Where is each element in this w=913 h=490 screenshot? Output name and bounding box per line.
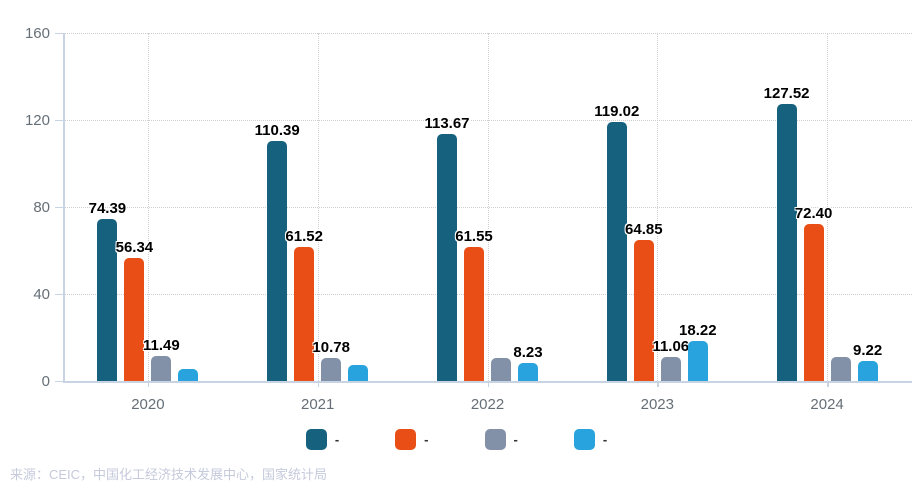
y-axis-tick	[55, 119, 63, 121]
bar[interactable]	[464, 247, 484, 381]
bar[interactable]	[151, 356, 172, 381]
legend-label: -	[513, 432, 518, 447]
bar-value-label: 127.52	[763, 84, 810, 102]
bar-value-label: 72.40	[794, 204, 833, 222]
x-axis-label: 2024	[810, 396, 844, 413]
bar[interactable]	[633, 239, 654, 381]
bar-value-label: 119.02	[594, 103, 640, 121]
legend-item[interactable]: -	[484, 429, 518, 450]
bar[interactable]	[491, 357, 511, 381]
bar-value-label: 64.85	[625, 220, 663, 238]
bar[interactable]	[321, 357, 342, 381]
bar-value-label: 11.49	[143, 337, 180, 354]
bar-value-label: 56.34	[115, 239, 154, 257]
x-axis-label: 2021	[301, 396, 335, 413]
legend-swatch	[484, 429, 506, 450]
legend-label: -	[424, 432, 429, 447]
y-axis-label: 80	[33, 199, 50, 216]
bar[interactable]	[437, 133, 457, 381]
bar-value-label: 9.22	[852, 341, 883, 359]
bar-value-label: 61.52	[285, 228, 323, 246]
bar[interactable]	[518, 363, 538, 381]
chart-legend: ----	[0, 429, 913, 450]
x-axis-tick	[487, 381, 489, 387]
y-axis-tick	[55, 380, 63, 382]
y-axis-label: 40	[33, 286, 50, 303]
bar-value-label: 74.39	[88, 200, 127, 218]
y-axis-label: 0	[41, 373, 50, 390]
x-gridline	[657, 33, 659, 381]
y-axis-tick	[55, 32, 63, 34]
x-axis-tick	[317, 381, 320, 387]
x-axis-tick	[827, 381, 829, 387]
legend-swatch	[573, 429, 595, 450]
bar[interactable]	[660, 356, 681, 381]
source-attribution: 来源：CEIC，中国化工经济技术发展中心，国家统计局	[10, 467, 328, 482]
x-axis-line	[63, 381, 912, 383]
y-axis-label: 160	[24, 25, 50, 42]
bar-value-label: 11.06	[652, 337, 690, 355]
x-axis-label: 2020	[131, 396, 165, 413]
bar[interactable]	[178, 369, 199, 381]
x-axis-tick	[147, 381, 150, 387]
legend-item[interactable]: -	[573, 429, 608, 450]
bar[interactable]	[857, 360, 878, 381]
legend-swatch	[395, 429, 417, 450]
bar-value-label: 61.55	[455, 228, 493, 246]
bar-value-label: 8.23	[513, 344, 543, 362]
bar-value-label: 10.78	[312, 338, 350, 356]
legend-swatch	[305, 429, 327, 450]
bar[interactable]	[803, 223, 824, 381]
bar[interactable]	[776, 103, 797, 381]
x-axis-tick	[657, 381, 659, 387]
legend-item[interactable]: -	[305, 429, 340, 450]
bar-value-label: 113.67	[424, 114, 470, 132]
x-gridline	[147, 33, 149, 381]
legend-label: -	[602, 432, 608, 447]
x-gridline	[827, 33, 829, 381]
bar[interactable]	[294, 247, 315, 381]
bar[interactable]	[267, 140, 288, 381]
legend-label: -	[334, 432, 340, 447]
bar[interactable]	[348, 364, 369, 381]
bar[interactable]	[687, 341, 708, 381]
x-gridline	[487, 33, 489, 381]
x-gridline	[317, 33, 319, 381]
bar[interactable]	[830, 357, 851, 381]
x-axis-label: 2022	[470, 396, 505, 413]
bar-value-label: 110.39	[254, 121, 300, 139]
y-axis-tick	[55, 293, 63, 295]
y-axis-tick	[55, 206, 63, 208]
bar[interactable]	[97, 219, 118, 381]
y-axis-line	[63, 33, 65, 381]
grouped-bar-chart: 0 40 80 120 160 2020 74.39 56.34 11.49 2021 110.39…	[24, 25, 912, 413]
x-axis-label: 2023	[640, 396, 674, 413]
y-axis-label: 120	[24, 112, 50, 129]
bar[interactable]	[606, 122, 627, 381]
bar[interactable]	[124, 258, 145, 381]
legend-item[interactable]: -	[395, 429, 429, 450]
bar-value-label: 18.22	[679, 322, 717, 340]
